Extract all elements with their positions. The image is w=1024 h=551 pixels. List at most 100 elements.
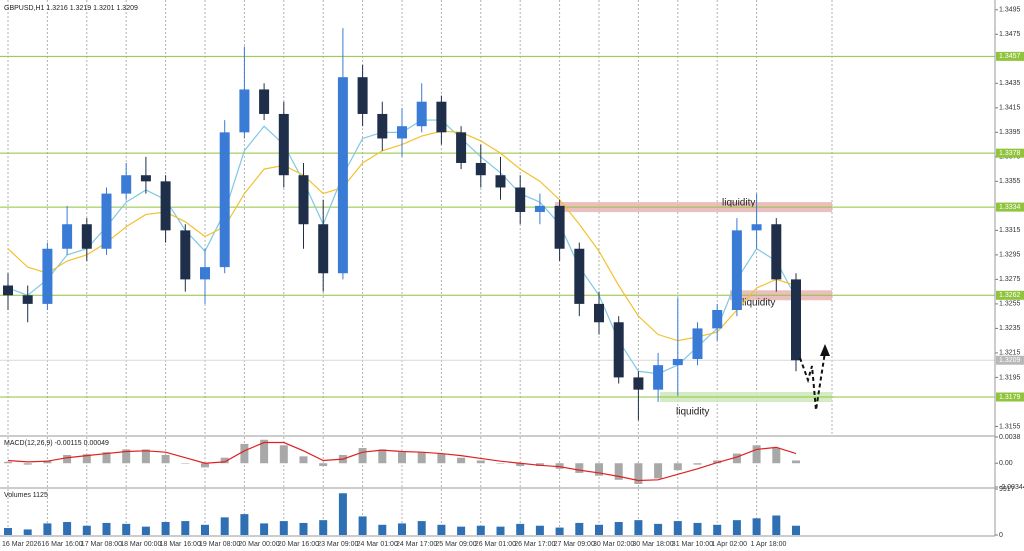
candle-body <box>140 175 151 182</box>
y-tick-label: -0.00344 <box>999 484 1024 491</box>
volume-bar <box>240 514 249 535</box>
candle-body <box>672 359 683 366</box>
y-tick-label: 1.3495 <box>999 7 1021 14</box>
y-tick-label: 1.3155 <box>999 423 1021 430</box>
y-tick-label: 1.3295 <box>999 252 1021 259</box>
macd-bar <box>713 460 722 464</box>
y-tick-label: 9917 <box>999 486 1015 493</box>
candle-body <box>22 295 33 304</box>
macd-bar <box>240 443 249 464</box>
candle-body <box>81 224 92 249</box>
volume-bar <box>693 522 702 535</box>
level-tag <box>996 392 1024 402</box>
x-tick-label: 20 Mar 00:00 <box>238 541 279 548</box>
volume-bar <box>772 515 781 535</box>
volume-bar <box>82 525 91 535</box>
candle-body <box>259 89 270 114</box>
x-tick-label: 17 Mar 08:00 <box>81 541 122 548</box>
candle-body <box>3 285 13 296</box>
candle-body <box>692 328 703 360</box>
macd-bar <box>693 463 702 465</box>
candle-body <box>42 248 53 304</box>
candle-body <box>515 187 526 212</box>
volume-bar <box>634 520 643 535</box>
candle-body <box>101 193 112 249</box>
candle-body <box>574 248 585 304</box>
y-tick-label: 1.3395 <box>999 129 1021 136</box>
candle-body <box>357 77 368 114</box>
macd-bar <box>496 463 505 464</box>
volume-bar <box>398 523 406 535</box>
macd-bar <box>220 457 229 464</box>
volume-bar <box>535 525 544 535</box>
y-tick-label: 1.3435 <box>999 80 1021 87</box>
current-price-tag <box>996 355 1024 365</box>
macd-bar <box>634 463 643 484</box>
macd-bar <box>398 452 406 464</box>
x-tick-label: 26 Mar 01:00 <box>475 541 516 548</box>
macd-bar <box>575 463 584 473</box>
candle-body <box>200 267 210 280</box>
x-tick-label: 20 Mar 16:00 <box>278 541 319 548</box>
volume-bar <box>338 493 347 535</box>
level-label: 1.3179 <box>999 394 1021 401</box>
candle-body <box>377 113 388 139</box>
current-price-label: 1.3209 <box>999 357 1021 364</box>
macd-bar <box>161 454 170 464</box>
candle-body <box>594 303 604 323</box>
candle-body <box>160 181 171 231</box>
candle-body <box>534 205 545 212</box>
volume-bar <box>457 526 466 535</box>
volume-bar <box>220 517 229 535</box>
macd-bar <box>535 463 544 467</box>
volume-bar <box>437 524 446 535</box>
volume-bar <box>201 524 209 535</box>
macd-bar <box>201 463 209 468</box>
candle-body <box>751 224 762 231</box>
y-tick-label: 0.0038 <box>999 434 1021 441</box>
y-tick-label: 1.3215 <box>999 350 1021 357</box>
volume-bar <box>63 522 72 535</box>
indicator-title: MACD(12,26,9) -0.00115 0.00049 <box>4 440 109 447</box>
x-tick-label: 16 Mar 16:00 <box>41 541 82 548</box>
volume-bar <box>575 522 584 535</box>
macd-bar <box>437 453 446 464</box>
macd-bar <box>614 463 623 480</box>
macd-bar <box>792 460 800 464</box>
indicator-title: Volumes 1125 <box>4 492 48 499</box>
x-tick-label: 31 Mar 10:00 <box>672 541 713 548</box>
volume-bar <box>4 528 12 535</box>
candle-body <box>475 162 486 176</box>
volume-bar <box>43 523 52 535</box>
zone-label: liquidity <box>742 298 775 309</box>
x-tick-label: 23 Mar 09:00 <box>317 541 358 548</box>
volume-bar <box>181 521 190 535</box>
x-tick-label: 24 Mar 17:00 <box>396 541 437 548</box>
macd-bar <box>457 457 466 464</box>
macd-bar <box>102 452 111 464</box>
macd-bar <box>732 453 741 464</box>
volume-bar <box>732 520 741 535</box>
volume-bar <box>792 525 800 535</box>
candle-body <box>436 101 447 133</box>
volume-bar <box>555 527 564 535</box>
macd-bar <box>299 456 308 464</box>
macd-bar <box>417 452 426 464</box>
volume-bar <box>260 523 269 535</box>
macd-bar <box>555 463 564 469</box>
candle-body <box>771 224 782 280</box>
volume-bar <box>654 523 663 535</box>
candle-body <box>121 175 132 194</box>
candle-body <box>791 279 801 361</box>
candle-body <box>180 230 191 280</box>
y-tick-label: 1.3235 <box>999 325 1021 332</box>
level-label: 1.3334 <box>999 204 1021 211</box>
x-tick-label: 30 Mar 18:00 <box>632 541 673 548</box>
x-tick-label: 1 Apr 02:00 <box>711 541 747 548</box>
x-tick-label: 25 Mar 09:00 <box>435 541 476 548</box>
candle-body <box>337 77 348 274</box>
macd-bar <box>516 463 525 467</box>
volume-bar <box>319 520 328 535</box>
